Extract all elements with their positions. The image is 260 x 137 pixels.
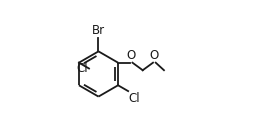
Text: O: O <box>126 49 136 62</box>
Text: O: O <box>150 49 159 62</box>
Text: Br: Br <box>92 24 105 37</box>
Text: Cl: Cl <box>77 62 88 75</box>
Text: Cl: Cl <box>129 92 140 105</box>
